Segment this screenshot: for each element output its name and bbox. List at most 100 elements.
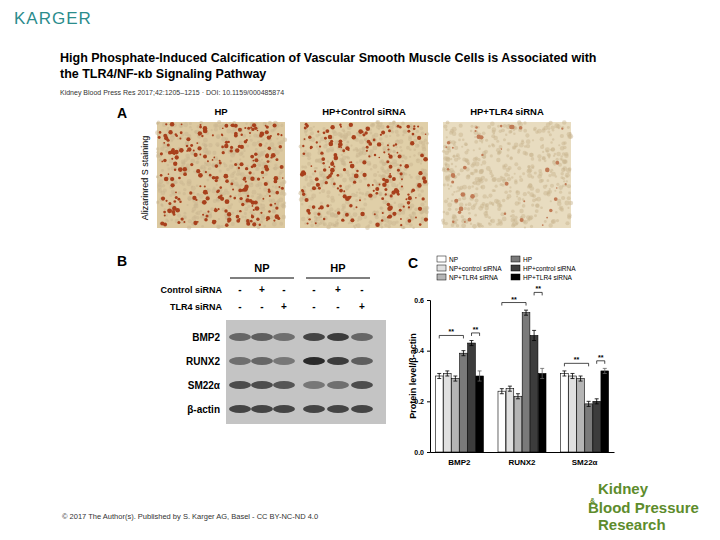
stain-dot: [339, 124, 341, 126]
stain-dot: [229, 219, 231, 221]
stain-dot: [268, 210, 270, 212]
texture: [226, 168, 230, 172]
texture: [196, 216, 200, 220]
texture: [335, 221, 339, 225]
texture: [235, 177, 238, 180]
stain-dot: [166, 139, 169, 142]
texture: [445, 129, 447, 131]
texture: [367, 185, 371, 189]
stain-dot: [227, 212, 231, 216]
stain-dot: [259, 143, 263, 147]
micrograph: [441, 120, 573, 228]
texture: [164, 208, 166, 210]
texture: [510, 156, 513, 159]
stain-dot: [412, 133, 415, 136]
texture: [516, 190, 519, 193]
texture: [524, 152, 528, 156]
texture: [565, 221, 569, 225]
texture: [422, 208, 427, 213]
texture: [548, 223, 552, 227]
texture: [274, 163, 277, 166]
stain-dot: [178, 167, 183, 172]
texture: [493, 133, 495, 135]
texture: [184, 132, 188, 136]
stain-dot: [381, 197, 384, 200]
texture: [410, 204, 415, 209]
texture: [400, 203, 404, 207]
stain-dot: [267, 160, 270, 163]
texture: [452, 132, 456, 136]
texture: [249, 183, 254, 188]
stain-dot: [399, 126, 402, 129]
stain-dot: [381, 130, 385, 134]
texture: [480, 204, 485, 209]
texture: [498, 219, 503, 224]
texture: [562, 185, 565, 188]
texture: [547, 179, 550, 182]
stain-dot: [275, 206, 278, 209]
stain-dot: [203, 190, 208, 195]
texture: [492, 177, 497, 182]
stain-dot: [375, 222, 380, 227]
texture: [170, 219, 173, 222]
texture: [475, 203, 477, 205]
texture: [244, 216, 246, 218]
texture: [525, 133, 529, 137]
texture: [338, 194, 340, 196]
texture: [257, 193, 259, 195]
texture: [387, 193, 390, 196]
texture: [567, 184, 571, 188]
texture: [191, 186, 196, 191]
stain-dot: [322, 162, 324, 164]
stain-dot: [267, 147, 271, 151]
texture: [485, 211, 488, 214]
texture: [446, 157, 451, 162]
stain-dot: [159, 131, 162, 134]
texture: [522, 198, 524, 200]
stain-dot: [269, 203, 272, 206]
stain-dot: [379, 184, 381, 186]
stain-dot: [323, 131, 326, 134]
texture: [156, 175, 159, 178]
texture: [474, 125, 477, 128]
texture: [304, 222, 306, 224]
texture: [462, 185, 467, 190]
texture: [331, 198, 335, 202]
texture: [456, 190, 458, 192]
texture: [531, 175, 534, 178]
stain-dot: [326, 176, 329, 179]
texture: [453, 191, 455, 193]
texture: [193, 204, 197, 208]
stain-dot: [187, 147, 191, 151]
stain-dot: [175, 191, 177, 193]
texture: [345, 185, 350, 190]
stain-dot: [405, 198, 407, 200]
texture: [263, 187, 267, 191]
texture: [252, 142, 257, 147]
texture: [389, 135, 391, 137]
texture: [418, 193, 422, 197]
stain-dot: [324, 137, 327, 140]
stain-dot: [270, 135, 272, 137]
texture: [342, 129, 345, 132]
texture: [324, 140, 327, 143]
texture: [260, 203, 262, 205]
texture: [275, 186, 278, 189]
stain-dot: [397, 152, 399, 154]
texture: [458, 211, 461, 214]
texture: [355, 224, 357, 226]
texture: [546, 150, 549, 153]
texture: [374, 133, 379, 138]
texture: [391, 130, 394, 133]
texture: [530, 225, 533, 228]
stain-dot: [362, 131, 364, 133]
stain-dot: [254, 200, 258, 204]
texture: [364, 198, 366, 200]
texture: [379, 193, 382, 196]
stain-dot: [374, 154, 376, 156]
texture: [273, 167, 277, 171]
texture: [188, 219, 192, 223]
stain-dot: [215, 208, 217, 210]
stain-dot: [400, 224, 402, 226]
stain-dot: [321, 157, 325, 161]
